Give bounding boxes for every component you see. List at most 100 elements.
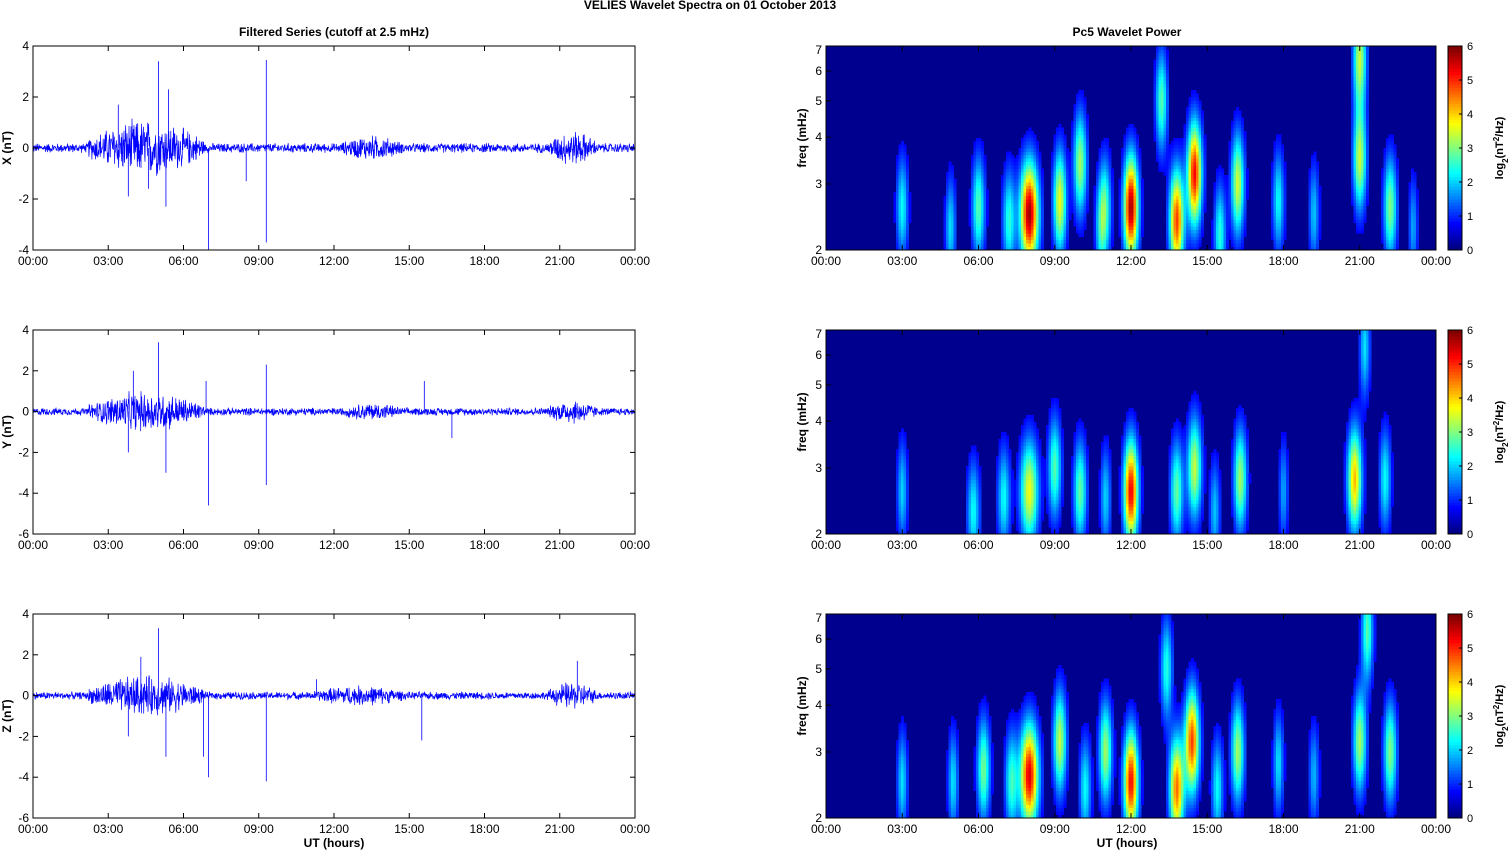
heatmap-cell — [1366, 52, 1369, 57]
heatmap-cell — [1388, 192, 1392, 196]
heatmap-cell — [1096, 243, 1099, 247]
heatmap-cell — [1158, 151, 1162, 156]
heatmap-cell — [1161, 107, 1164, 111]
heatmap-cell — [906, 171, 909, 176]
heatmap-cell — [1103, 151, 1107, 156]
heatmap-cell — [1093, 202, 1097, 207]
heatmap-cell — [976, 483, 979, 487]
heatmap-cell — [1126, 243, 1129, 247]
heatmap-cell — [1003, 486, 1007, 491]
heatmap-cell — [1156, 76, 1159, 81]
heatmap-cell — [1228, 216, 1232, 220]
heatmap-cell — [1191, 178, 1194, 183]
heatmap-cell — [983, 178, 987, 183]
heatmap-cell — [1228, 182, 1232, 186]
heatmap-cell — [1356, 141, 1359, 145]
heatmap-cell — [1033, 246, 1037, 251]
heatmap-cell — [1121, 239, 1124, 244]
heatmap-cell — [1193, 205, 1197, 210]
heatmap-cell — [1233, 212, 1237, 217]
heatmap-cell — [1218, 243, 1222, 247]
colorbar-step — [1448, 173, 1462, 178]
heatmap-cell — [1161, 137, 1164, 142]
heatmap-cell — [1316, 171, 1319, 176]
heatmap-cell — [1106, 137, 1109, 142]
heatmap-cell — [1166, 171, 1169, 176]
heatmap-cell — [1136, 151, 1139, 156]
heatmap-cell — [1086, 131, 1089, 135]
heatmap-cell — [1003, 202, 1007, 207]
heatmap-cell — [901, 510, 904, 514]
heatmap-cell — [971, 199, 974, 203]
heatmap-cell — [1111, 229, 1114, 234]
heatmap-cell — [1188, 165, 1192, 169]
heatmap-cell — [1001, 182, 1004, 186]
heatmap-cell — [1003, 168, 1007, 173]
heatmap-cell — [901, 216, 904, 220]
heatmap-cell — [973, 496, 977, 501]
heatmap-cell — [1201, 137, 1204, 142]
heatmap-cell — [1408, 182, 1412, 186]
heatmap-cell — [1058, 195, 1062, 200]
heatmap-cell — [1166, 103, 1169, 108]
heatmap-cell — [896, 175, 899, 179]
colorbar-label-part: 2 — [1492, 136, 1501, 141]
heatmap-cell — [1236, 165, 1239, 169]
heatmap-cell — [1061, 219, 1064, 224]
heatmap-cell — [1156, 151, 1159, 156]
heatmap-cell — [973, 161, 977, 166]
heatmap-cell — [1181, 195, 1184, 200]
heatmap-cell — [1228, 154, 1232, 159]
heatmap-cell — [953, 233, 957, 237]
heatmap-cell — [1203, 175, 1207, 179]
heatmap-cell — [948, 192, 952, 196]
heatmap-cell — [968, 506, 972, 511]
heatmap-cell — [1408, 222, 1412, 227]
heatmap-cell — [1231, 222, 1234, 227]
heatmap-cell — [1353, 175, 1357, 179]
heatmap-cell — [1413, 209, 1417, 213]
heatmap-cell — [943, 212, 947, 217]
heatmap-cell — [1363, 83, 1367, 88]
heatmap-cell — [983, 216, 987, 220]
heatmap-cell — [1221, 185, 1224, 190]
heatmap-cell — [1126, 229, 1129, 234]
heatmap-cell — [1183, 154, 1187, 159]
heatmap-cell — [903, 510, 907, 514]
heatmap-cell — [1131, 222, 1134, 227]
heatmap-cell — [906, 520, 909, 525]
heatmap-cell — [1118, 199, 1122, 203]
heatmap-cell — [896, 476, 899, 480]
heatmap-cell — [1006, 229, 1009, 234]
heatmap-cell — [1193, 171, 1197, 176]
heatmap-cell — [1193, 229, 1197, 234]
heatmap-cell — [1353, 86, 1357, 91]
heatmap-cell — [896, 523, 899, 528]
heatmap-cell — [1003, 510, 1007, 514]
heatmap-cell — [1023, 188, 1027, 193]
heatmap-cell — [1076, 188, 1079, 193]
heatmap-cell — [1181, 192, 1184, 196]
heatmap-cell — [968, 479, 972, 484]
heatmap-cell — [1001, 452, 1004, 457]
heatmap-cell — [1068, 192, 1072, 196]
heatmap-cell — [898, 178, 902, 183]
heatmap-cell — [1006, 243, 1009, 247]
heatmap-cell — [1228, 219, 1232, 224]
heatmap-cell — [1238, 158, 1242, 162]
heatmap-cell — [1006, 459, 1009, 463]
heatmap-cell — [1186, 188, 1189, 193]
heatmap-cell — [1218, 178, 1222, 183]
heatmap-cell — [1213, 226, 1217, 230]
heatmap-cell — [1098, 158, 1102, 162]
heatmap-cell — [1081, 103, 1084, 108]
heatmap-cell — [1081, 202, 1084, 207]
heatmap-cell — [1356, 137, 1359, 142]
heatmap-cell — [1313, 222, 1317, 227]
heatmap-cell — [1181, 216, 1184, 220]
heatmap-cell — [893, 195, 897, 200]
heatmap-cell — [1073, 212, 1077, 217]
heatmap-cell — [906, 239, 909, 244]
heatmap-cell — [1166, 107, 1169, 111]
heatmap-cell — [1173, 239, 1177, 244]
